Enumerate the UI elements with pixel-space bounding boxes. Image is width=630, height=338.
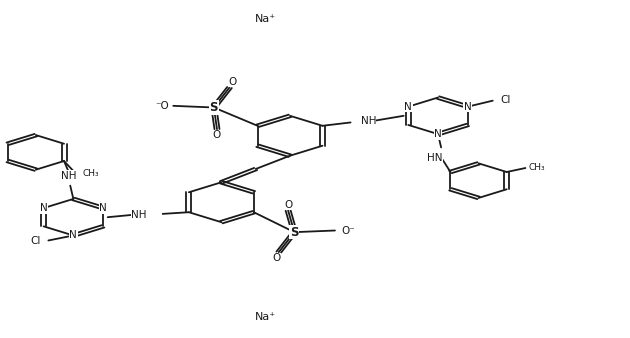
Text: S: S	[210, 101, 218, 114]
Text: O: O	[284, 199, 292, 210]
Text: HN: HN	[427, 153, 443, 163]
Text: N: N	[100, 203, 107, 213]
Text: N: N	[434, 129, 442, 139]
Text: Na⁺: Na⁺	[255, 15, 275, 24]
Text: N: N	[69, 231, 77, 241]
Text: O: O	[273, 253, 281, 263]
Text: Cl: Cl	[30, 237, 40, 246]
Text: Cl: Cl	[501, 95, 511, 105]
Text: NH: NH	[131, 210, 146, 220]
Text: CH₃: CH₃	[529, 163, 545, 171]
Text: CH₃: CH₃	[83, 169, 100, 178]
Text: NH: NH	[61, 171, 77, 180]
Text: O: O	[229, 77, 237, 87]
Text: ⁻O: ⁻O	[155, 101, 169, 111]
Text: O⁻: O⁻	[342, 225, 355, 236]
Text: NH: NH	[360, 116, 376, 126]
Text: Na⁺: Na⁺	[255, 312, 275, 322]
Text: N: N	[404, 102, 412, 112]
Text: S: S	[290, 226, 299, 239]
Text: N: N	[464, 102, 472, 112]
Text: O: O	[213, 130, 221, 140]
Text: N: N	[40, 203, 47, 213]
